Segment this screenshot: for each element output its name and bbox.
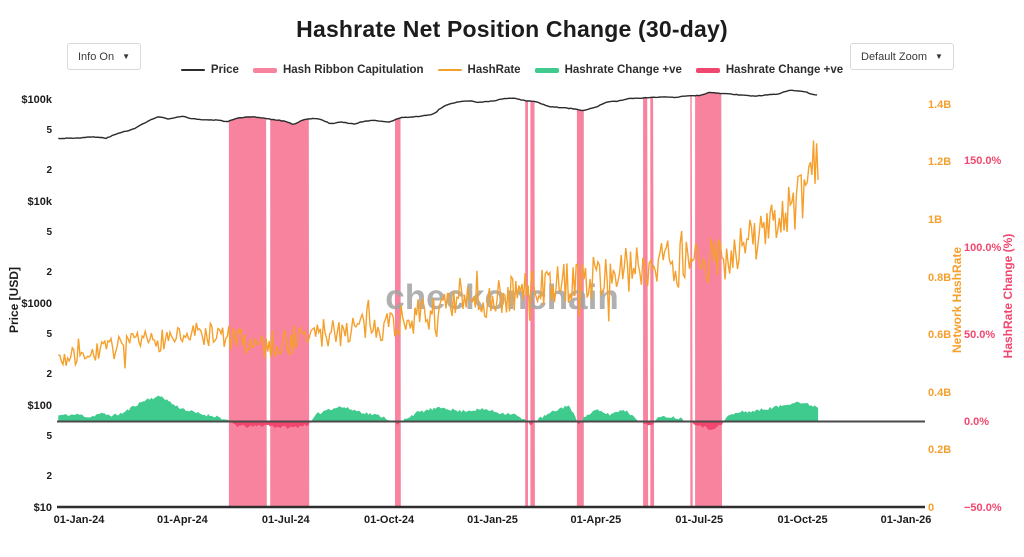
price-axis-tick: 5 xyxy=(46,430,52,442)
chevron-down-icon: ▼ xyxy=(935,52,943,61)
legend-label: Hashrate Change +ve xyxy=(564,64,682,76)
legend-item-price[interactable]: Price xyxy=(180,64,239,76)
x-axis-tick: 01-Jan-26 xyxy=(880,514,932,526)
legend-item-capitulation[interactable]: Hash Ribbon Capitulation xyxy=(252,64,424,76)
price-axis-title: Price [USD] xyxy=(7,266,21,334)
price-axis-tick: 2 xyxy=(46,165,52,177)
info-dropdown-label: Info On xyxy=(78,50,115,63)
change-axis-tick: 0.0% xyxy=(964,415,990,428)
price-axis-tick: 2 xyxy=(46,267,52,279)
x-axis-tick: 01-Jul-24 xyxy=(261,514,310,526)
change-axis-tick: 150.0% xyxy=(964,154,1002,167)
price-axis-tick: $10k xyxy=(27,196,52,208)
legend: Price Hash Ribbon Capitulation HashRate … xyxy=(0,64,1024,76)
change-axis-tick: 50.0% xyxy=(964,328,996,341)
capitulation-band xyxy=(395,118,401,506)
price-axis-tick: $100 xyxy=(27,400,52,412)
price-axis-tick: 5 xyxy=(46,124,52,136)
capitulation-band xyxy=(525,100,528,506)
capitulation-band xyxy=(228,116,267,507)
hashrate-axis-tick: 0.4B xyxy=(928,386,952,399)
legend-label: Price xyxy=(210,64,239,76)
capitulation-band xyxy=(270,118,310,507)
chart-title: Hashrate Net Position Change (30-day) xyxy=(296,16,728,42)
hashrate-line-swatch xyxy=(437,69,462,71)
change-positive-swatch xyxy=(534,67,559,73)
change-negative-swatch xyxy=(695,67,720,73)
legend-item-hashrate[interactable]: HashRate xyxy=(437,64,521,76)
capitulation-band xyxy=(530,101,535,507)
zoom-dropdown-button[interactable]: Default Zoom ▼ xyxy=(850,43,954,70)
change-axis-tick: 100.0% xyxy=(964,241,1002,254)
hashrate-axis-tick: 1B xyxy=(928,214,943,226)
legend-label: Hashrate Change +ve xyxy=(725,64,844,76)
capitulation-band xyxy=(695,92,722,506)
hashrate-axis-tick: 0.8B xyxy=(928,271,952,284)
chevron-down-icon: ▼ xyxy=(122,52,130,61)
price-line xyxy=(58,89,818,140)
x-axis-tick: 01-Oct-24 xyxy=(364,514,415,526)
x-axis-tick: 01-Jan-24 xyxy=(53,514,105,526)
capitulation-swatch xyxy=(252,67,277,73)
price-axis-tick: 5 xyxy=(46,328,52,340)
price-axis-tick: $10 xyxy=(33,502,52,514)
legend-label: HashRate xyxy=(467,64,521,76)
hashrate-change-negative-area xyxy=(58,421,819,430)
x-axis-tick: 01-Jul-25 xyxy=(675,514,724,526)
legend-item-change-positive[interactable]: Hashrate Change +ve xyxy=(534,64,682,76)
x-axis-tick: 01-Jan-25 xyxy=(467,514,518,526)
change-axis-title: HashRate Change (%) xyxy=(1001,233,1015,359)
legend-item-change-negative[interactable]: Hashrate Change +ve xyxy=(695,64,844,76)
price-line-swatch xyxy=(180,69,205,71)
hashrate-axis-tick: 0.6B xyxy=(928,329,952,342)
hashrate-axis-tick: 1.2B xyxy=(928,156,952,169)
price-axis-tick: $100k xyxy=(21,94,52,106)
hashrate-change-positive-area xyxy=(58,395,819,422)
hashrate-axis-tick: 1.4B xyxy=(928,98,952,111)
price-axis-tick: $1000 xyxy=(21,298,52,310)
price-axis-tick: 5 xyxy=(46,226,52,238)
capitulation-band xyxy=(690,95,693,507)
capitulation-band xyxy=(650,97,655,507)
hashrate-line xyxy=(58,140,819,369)
zoom-dropdown-label: Default Zoom xyxy=(861,50,928,63)
price-axis-tick: 2 xyxy=(46,471,52,483)
price-axis-tick: 2 xyxy=(46,369,52,381)
legend-label: Hash Ribbon Capitulation xyxy=(282,64,424,76)
x-axis-tick: 01-Oct-25 xyxy=(777,514,828,526)
change-axis-tick: −50.0% xyxy=(964,502,1002,515)
x-axis-tick: 01-Apr-25 xyxy=(570,514,622,526)
capitulation-band xyxy=(643,97,649,506)
info-dropdown-button[interactable]: Info On ▼ xyxy=(67,43,141,70)
hashrate-axis-tick: 0 xyxy=(928,502,935,514)
hashrate-axis-title: Network HashRate xyxy=(950,246,964,354)
x-axis-tick: 01-Apr-24 xyxy=(156,514,208,526)
hashrate-axis-tick: 0.2B xyxy=(928,444,952,457)
